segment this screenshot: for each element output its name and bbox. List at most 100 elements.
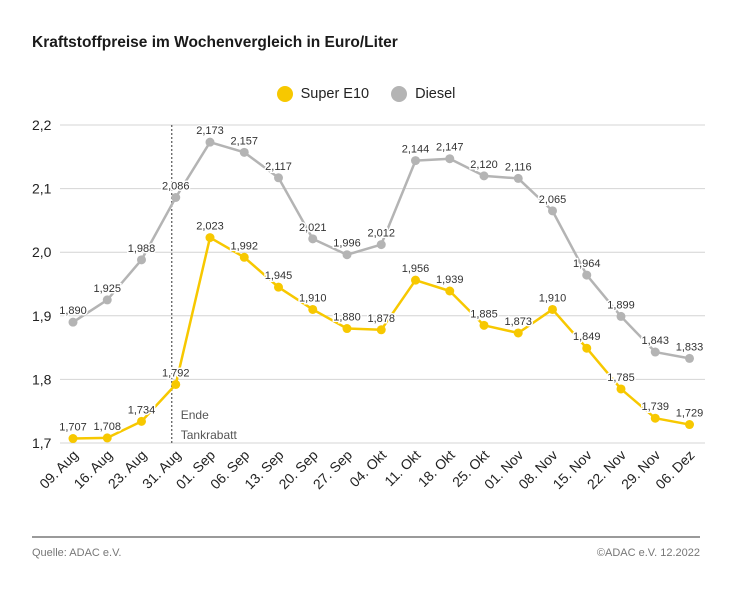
super-data-point (137, 416, 146, 426)
x-tick-label: 18. Okt (415, 447, 458, 490)
super-data-point (685, 420, 694, 430)
diesel-data-label: 2,021 (299, 222, 327, 234)
super-data-label: 2,023 (196, 221, 224, 233)
super-data-label: 1,945 (265, 270, 293, 282)
diesel-data-label: 1,964 (573, 258, 601, 270)
diesel-data-label: 2,116 (505, 161, 532, 173)
y-tick-label: 2,2 (32, 117, 52, 133)
annotation-label-line1: Ende (181, 408, 209, 422)
super-data-point (548, 304, 557, 314)
diesel-data-point (513, 173, 523, 183)
diesel-data-point (308, 234, 318, 244)
x-tick-label: 06. Dez (652, 447, 697, 492)
super-data-point (513, 328, 523, 338)
super-data-point (274, 282, 283, 292)
legend-diesel-label: Diesel (415, 86, 456, 102)
super-data-label: 1,729 (676, 408, 704, 420)
y-tick-label: 2,1 (32, 181, 52, 197)
diesel-data-label: 2,065 (539, 194, 567, 206)
diesel-data-point (411, 156, 420, 166)
y-tick-label: 2,0 (32, 244, 52, 260)
y-tick-label: 1,9 (32, 308, 52, 324)
copyright-note: ©ADAC e.V. 12.2022 (596, 547, 700, 559)
super-data-label: 1,910 (299, 292, 327, 304)
footer-divider (32, 536, 700, 538)
diesel-data-point (650, 347, 660, 357)
super-data-point (102, 433, 112, 443)
diesel-data-label: 1,988 (128, 243, 156, 255)
diesel-data-point (68, 317, 78, 327)
super-data-label: 1,878 (367, 313, 395, 325)
super-data-label: 1,785 (607, 372, 635, 384)
legend-super-label: Super E10 (300, 86, 370, 102)
diesel-data-label: 2,086 (162, 181, 190, 193)
diesel-data-point (137, 255, 146, 265)
diesel-data-label: 2,012 (367, 228, 395, 240)
diesel-data-label: 1,843 (641, 335, 669, 347)
diesel-data-label: 2,144 (402, 144, 430, 156)
diesel-data-point (616, 311, 626, 321)
diesel-data-label: 2,173 (196, 125, 224, 137)
super-data-label: 1,873 (504, 316, 532, 328)
diesel-data-point (582, 270, 592, 280)
y-tick-label: 1,7 (32, 435, 52, 451)
super-data-point (239, 252, 249, 262)
diesel-data-point (445, 154, 455, 164)
super-data-label: 1,849 (573, 331, 601, 343)
diesel-data-label: 2,157 (230, 135, 258, 147)
super-data-point (650, 413, 660, 423)
legend-item-super: Super E10 (276, 86, 370, 102)
diesel-data-label: 2,120 (470, 159, 498, 171)
super-data-point (308, 304, 318, 314)
super-data-point (445, 286, 455, 296)
super-data-point (616, 384, 626, 394)
super-data-point (342, 324, 352, 334)
diesel-data-label: 1,833 (676, 341, 704, 353)
x-tick-label: 11. Okt (381, 447, 424, 490)
diesel-data-point (376, 240, 386, 250)
chart-title: Kraftstoffpreise im Wochenvergleich in E… (32, 34, 398, 51)
super-data-label: 1,956 (402, 263, 430, 275)
diesel-data-point (205, 137, 215, 147)
super-data-label: 1,992 (230, 240, 258, 252)
annotation-label-line2: Tankrabatt (181, 428, 238, 442)
super-data-label: 1,707 (59, 422, 87, 434)
super-data-label: 1,939 (436, 274, 464, 286)
diesel-data-point (239, 147, 249, 157)
diesel-data-label: 1,899 (607, 299, 635, 311)
super-data-label: 1,880 (333, 312, 361, 324)
x-tick-label: 27. Sep (310, 447, 356, 493)
super-data-point (376, 325, 386, 335)
super-data-label: 1,734 (128, 404, 156, 416)
legend-item-diesel: Diesel (391, 86, 455, 102)
super-data-point (68, 434, 78, 444)
diesel-data-label: 1,996 (333, 238, 361, 250)
source-note: Quelle: ADAC e.V. (32, 547, 122, 559)
diesel-data-point (102, 295, 112, 305)
chart-legend: Super E10 Diesel (0, 86, 732, 102)
super-data-label: 1,739 (641, 401, 669, 413)
diesel-data-point (685, 353, 694, 363)
super-data-label: 1,885 (470, 308, 498, 320)
x-tick-label: 04. Okt (346, 447, 389, 490)
super-data-point (411, 275, 420, 285)
y-tick-label: 1,8 (32, 371, 52, 387)
diesel-data-label: 1,925 (93, 283, 121, 295)
diesel-data-point (479, 171, 489, 181)
diesel-data-point (171, 193, 181, 203)
super-data-label: 1,910 (539, 292, 567, 304)
super-data-point (205, 233, 215, 243)
super-data-label: 1,792 (162, 367, 190, 379)
legend-super-marker (276, 86, 293, 102)
legend-diesel-marker (391, 86, 408, 102)
super-data-point (479, 320, 489, 330)
super-data-label: 1,708 (93, 421, 121, 433)
diesel-data-point (548, 206, 557, 216)
super-data-point (582, 343, 592, 353)
diesel-data-point (342, 250, 352, 260)
diesel-data-label: 1,890 (59, 305, 87, 317)
diesel-data-label: 2,147 (436, 142, 464, 154)
diesel-data-label: 2,117 (265, 161, 292, 173)
super-data-point (171, 379, 181, 389)
